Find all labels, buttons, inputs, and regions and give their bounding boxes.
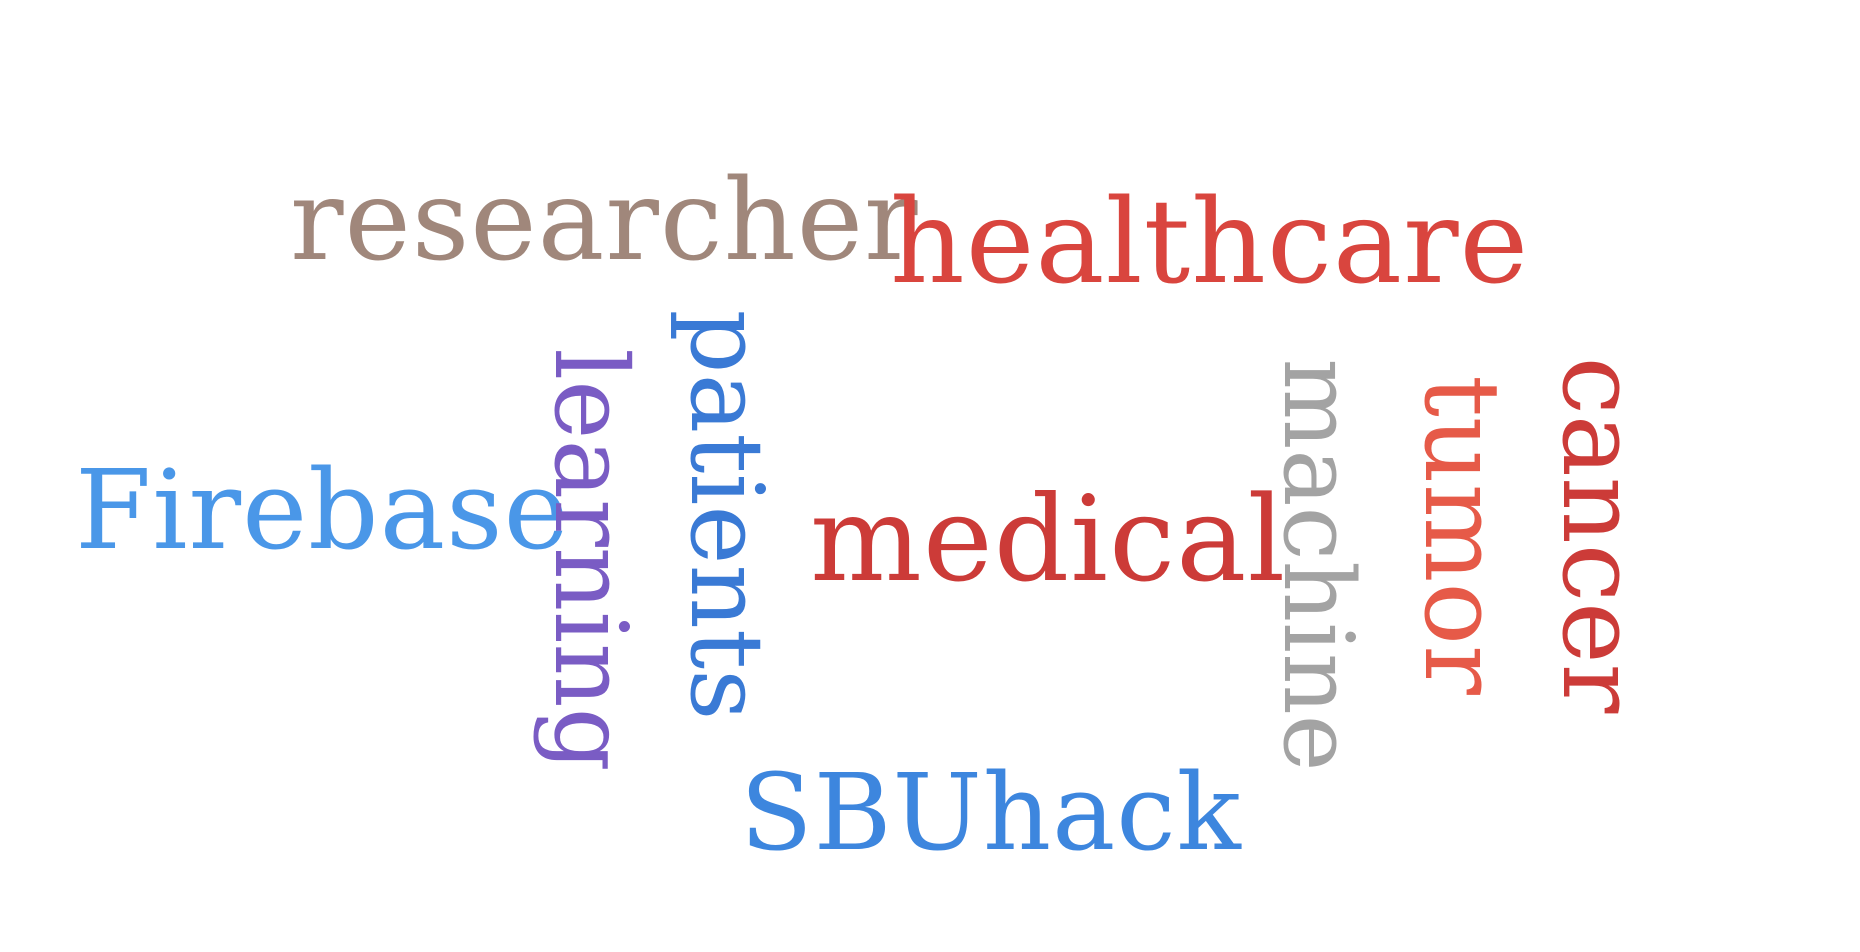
word-patients: patients: [668, 309, 785, 721]
word-learning: learning: [532, 348, 649, 772]
word-sbuhack: SBUhack: [740, 751, 1242, 874]
word-tumor: tumor: [1401, 375, 1523, 695]
word-medical: medical: [810, 470, 1287, 608]
word-cancer: cancer: [1539, 356, 1661, 714]
word-researcher: researcher: [290, 156, 919, 286]
word-healthcare: healthcare: [890, 175, 1530, 310]
word-firebase: Firebase: [75, 446, 570, 574]
word-machine: machine: [1262, 358, 1374, 772]
